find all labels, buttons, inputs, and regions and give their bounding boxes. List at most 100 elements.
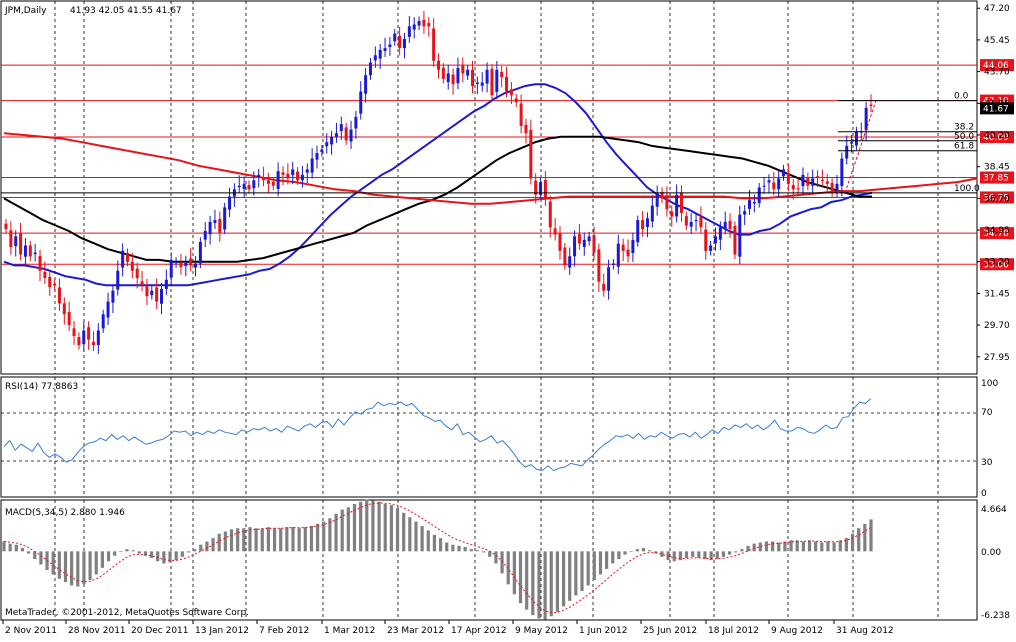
candle-body: [349, 129, 353, 142]
candle-body: [451, 74, 455, 85]
candle-body: [534, 180, 538, 195]
candle-body: [611, 263, 615, 265]
candle-body: [43, 271, 47, 279]
macd-histogram-bar: [106, 551, 111, 562]
macd-histogram-bar: [76, 551, 80, 587]
candle-body: [665, 195, 669, 210]
candle-body: [539, 182, 543, 195]
candle-body: [820, 179, 824, 181]
macd-label: MACD(5,34,5) 2.880 1.946: [5, 508, 125, 518]
candle-body: [738, 214, 742, 257]
macd-histogram-bar: [242, 528, 246, 552]
macd-histogram-bar: [592, 551, 596, 580]
macd-histogram-bar: [402, 512, 406, 552]
candle-body: [791, 184, 795, 190]
rsi-line: [3, 398, 872, 472]
current-price-tag: [980, 102, 1014, 115]
date-tick-label: 2 Nov 2011: [5, 626, 57, 636]
candle-body: [718, 227, 722, 240]
candle-body: [383, 48, 387, 51]
rsi-panel: [1, 398, 977, 472]
macd-histogram-bar: [850, 533, 855, 552]
candle-body: [300, 174, 304, 181]
panel-frame-1: [0, 0, 978, 375]
candle-body: [9, 230, 13, 248]
candle-body: [471, 69, 475, 87]
horizontal-levels[interactable]: 44.06 42.10 40.09 37.85 36.75 34.78 33.06: [1, 59, 1014, 271]
candle-body: [607, 267, 611, 291]
current-price-label: 41.67: [983, 104, 1009, 114]
date-tick-label: 18 Jul 2012: [708, 626, 759, 636]
candle-body: [553, 228, 557, 235]
candle-body: [694, 220, 698, 222]
candle-body: [252, 180, 256, 189]
candle-body: [854, 131, 858, 146]
macd-histogram-bar: [420, 526, 424, 552]
candle-body: [626, 249, 630, 257]
candle-body: [194, 263, 198, 268]
candle-body: [689, 221, 693, 227]
price-tick-label: 38.45: [984, 163, 1010, 173]
candle-body: [87, 327, 91, 340]
macd-histogram-bar: [531, 551, 535, 616]
macd-histogram-bar: [156, 551, 160, 562]
candle-body: [529, 129, 533, 179]
macd-histogram-bar: [180, 551, 184, 557]
macd-histogram-bar: [844, 538, 849, 552]
candle-body: [354, 116, 358, 129]
candle-body: [330, 136, 334, 145]
candle-body: [291, 169, 295, 176]
candle-body: [845, 145, 849, 159]
copyright-text: MetaTrader, ©2001-2012, MetaQuotes Softw…: [5, 608, 249, 618]
fibonacci-level-label: 50.0: [954, 132, 974, 142]
macd-histogram-bar: [445, 542, 449, 552]
macd-histogram-bar: [346, 507, 350, 552]
horizontal-level-label: 33.06: [983, 260, 1009, 270]
macd-histogram-bar: [438, 538, 443, 552]
candle-body: [130, 261, 134, 271]
candle-body: [796, 188, 800, 190]
candle-body: [641, 220, 645, 230]
candle-body: [4, 223, 8, 230]
candle-body: [748, 200, 752, 209]
fibonacci-trend-line: [844, 100, 877, 194]
macd-histogram-bar: [537, 551, 541, 619]
price-tick-label: 29.70: [984, 321, 1010, 331]
candle-body: [587, 236, 591, 242]
candle-body: [573, 236, 577, 257]
candle-body: [592, 235, 596, 253]
fibonacci-level-label: 0.0: [954, 92, 969, 102]
candle-body: [135, 268, 139, 279]
candle-body: [364, 75, 368, 94]
candle-body: [631, 240, 635, 254]
candle-body: [621, 244, 625, 251]
candle-body: [305, 169, 309, 173]
macd-panel: [2, 499, 873, 620]
macd-histogram-bar: [149, 551, 154, 558]
macd-histogram-bar: [365, 499, 369, 552]
horizontal-level-tag: [980, 191, 1014, 204]
candle-body: [101, 314, 105, 329]
candle-body: [169, 259, 173, 278]
candle-body: [296, 171, 300, 181]
macd-histogram-bar: [623, 551, 627, 555]
candle-body: [106, 301, 110, 318]
candle-body: [864, 107, 868, 131]
candle-body: [320, 149, 324, 153]
macd-histogram-bar: [94, 551, 98, 575]
date-tick-label: 28 Nov 2011: [68, 626, 126, 636]
macd-histogram-bar: [482, 551, 486, 553]
macd-histogram-bar: [193, 549, 197, 552]
rsi-tick-70: 70: [981, 408, 993, 418]
candle-body: [816, 176, 820, 178]
candle-body: [334, 133, 338, 137]
fibonacci-retracement[interactable]: 0.0 38.250.061.8 100.0: [1, 92, 980, 194]
macd-histogram-bar: [199, 544, 203, 552]
macd-histogram-bar: [254, 528, 258, 552]
candle-body: [198, 241, 202, 264]
macd-histogram-bar: [629, 551, 633, 552]
candle-body: [310, 158, 314, 173]
candle-body: [344, 127, 348, 141]
